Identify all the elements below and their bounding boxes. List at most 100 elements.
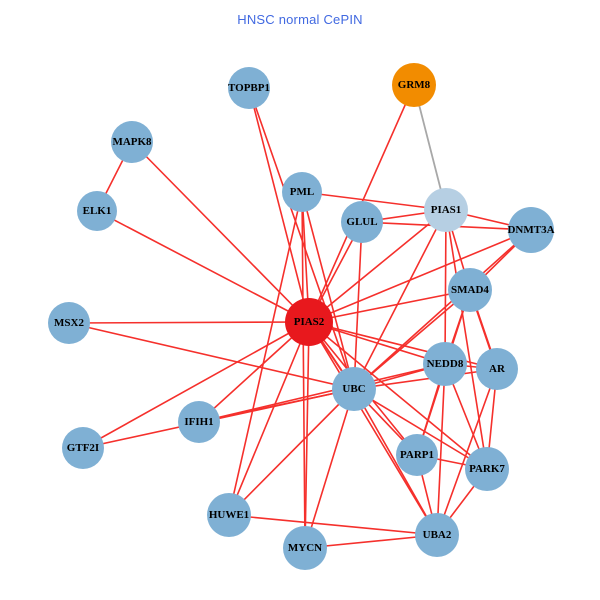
graph-edge (304, 534, 438, 549)
graph-edge (82, 321, 310, 449)
graph-edge (228, 388, 355, 516)
graph-edge (353, 289, 471, 390)
graph-edge (353, 388, 488, 470)
graph-node-nedd8[interactable]: NEDD8 (423, 342, 467, 386)
graph-node-uba2[interactable]: UBA2 (415, 513, 459, 557)
node-label: PML (290, 186, 314, 198)
graph-node-mapk8[interactable]: MAPK8 (111, 121, 153, 163)
graph-edge (308, 289, 471, 323)
graph-node-mycn[interactable]: MYCN (283, 526, 327, 570)
graph-edge (445, 209, 488, 470)
node-circle[interactable] (465, 447, 509, 491)
node-circle[interactable] (396, 434, 438, 476)
node-circle[interactable] (178, 401, 220, 443)
graph-edge (301, 191, 306, 549)
node-label: MSX2 (54, 317, 84, 329)
graph-edge (301, 191, 355, 390)
node-circle[interactable] (476, 348, 518, 390)
node-label: PARP1 (400, 449, 434, 461)
graph-node-msx2[interactable]: MSX2 (48, 302, 90, 344)
graph-node-topbp1[interactable]: TOPBP1 (228, 67, 270, 109)
graph-edge (198, 321, 310, 423)
node-circle[interactable] (207, 493, 251, 537)
node-label: ELK1 (83, 205, 112, 217)
node-label: NEDD8 (427, 358, 464, 370)
node-layer: TOPBP1 GRM8 MAPK8 PML ELK1 PIAS1 GLUL DNMT3A SMA… (48, 63, 555, 570)
graph-edge (96, 210, 310, 323)
node-label: GTF2I (67, 442, 99, 454)
graph-node-ar[interactable]: AR (476, 348, 518, 390)
node-label: PIAS1 (431, 204, 462, 216)
node-label: IFIH1 (184, 416, 213, 428)
graph-edge (353, 209, 447, 390)
node-circle[interactable] (111, 121, 153, 163)
graph-edge (436, 368, 498, 536)
node-circle[interactable] (415, 513, 459, 557)
graph-edge (131, 141, 310, 323)
node-circle[interactable] (332, 367, 376, 411)
graph-node-smad4[interactable]: SMAD4 (448, 268, 492, 312)
graph-edge (248, 87, 310, 323)
node-label: SMAD4 (451, 284, 489, 296)
page-title: HNSC normal CePIN (237, 12, 363, 27)
node-label: HUWE1 (209, 509, 249, 521)
graph-edge (304, 388, 355, 549)
node-circle[interactable] (285, 298, 333, 346)
graph-node-parp1[interactable]: PARP1 (396, 434, 438, 476)
graph-edge (228, 191, 303, 516)
node-circle[interactable] (283, 526, 327, 570)
graph-node-elk1[interactable]: ELK1 (77, 191, 117, 231)
node-circle[interactable] (341, 201, 383, 243)
graph-edge (436, 363, 446, 536)
node-circle[interactable] (448, 268, 492, 312)
graph-node-ifih1[interactable]: IFIH1 (178, 401, 220, 443)
node-label: UBC (342, 383, 365, 395)
graph-node-huwe1[interactable]: HUWE1 (207, 493, 251, 537)
node-label: PIAS2 (294, 316, 325, 328)
node-label: MYCN (288, 542, 322, 554)
graph-node-ubc[interactable]: UBC (332, 367, 376, 411)
graph-edge (248, 87, 355, 390)
graph-edge (68, 321, 310, 324)
graph-node-grm8[interactable]: GRM8 (392, 63, 436, 107)
graph-node-dnmt3a[interactable]: DNMT3A (507, 207, 555, 253)
node-label: GLUL (346, 216, 377, 228)
node-circle[interactable] (228, 67, 270, 109)
graph-edge (444, 209, 447, 365)
graph-node-glul[interactable]: GLUL (341, 201, 383, 243)
node-label: DNMT3A (507, 224, 554, 236)
node-circle[interactable] (77, 191, 117, 231)
graph-edge (228, 514, 438, 536)
graph-edge (68, 322, 355, 390)
graph-edge (228, 321, 310, 516)
graph-edge (353, 229, 532, 390)
node-circle[interactable] (282, 172, 322, 212)
node-label: GRM8 (398, 79, 431, 91)
node-label: PARK7 (469, 463, 505, 475)
graph-edge (308, 321, 488, 470)
node-label: AR (489, 363, 506, 375)
node-circle[interactable] (424, 188, 468, 232)
graph-node-pml[interactable]: PML (282, 172, 322, 212)
node-label: TOPBP1 (228, 82, 270, 94)
graph-edge (301, 191, 447, 211)
graph-edge (308, 209, 447, 323)
node-circle[interactable] (62, 427, 104, 469)
graph-node-gtf2i[interactable]: GTF2I (62, 427, 104, 469)
graph-edge (308, 321, 438, 536)
node-circle[interactable] (392, 63, 436, 107)
graph-edge (198, 363, 446, 423)
graph-node-park7[interactable]: PARK7 (465, 447, 509, 491)
node-circle[interactable] (48, 302, 90, 344)
graph-edge (304, 321, 310, 549)
graph-node-pias1[interactable]: PIAS1 (424, 188, 468, 232)
node-circle[interactable] (423, 342, 467, 386)
graph-node-pias2[interactable]: PIAS2 (285, 298, 333, 346)
node-circle[interactable] (508, 207, 554, 253)
graph-edge (353, 388, 438, 536)
node-label: MAPK8 (112, 136, 152, 148)
graph-edge (308, 229, 532, 323)
node-label: UBA2 (423, 529, 452, 541)
